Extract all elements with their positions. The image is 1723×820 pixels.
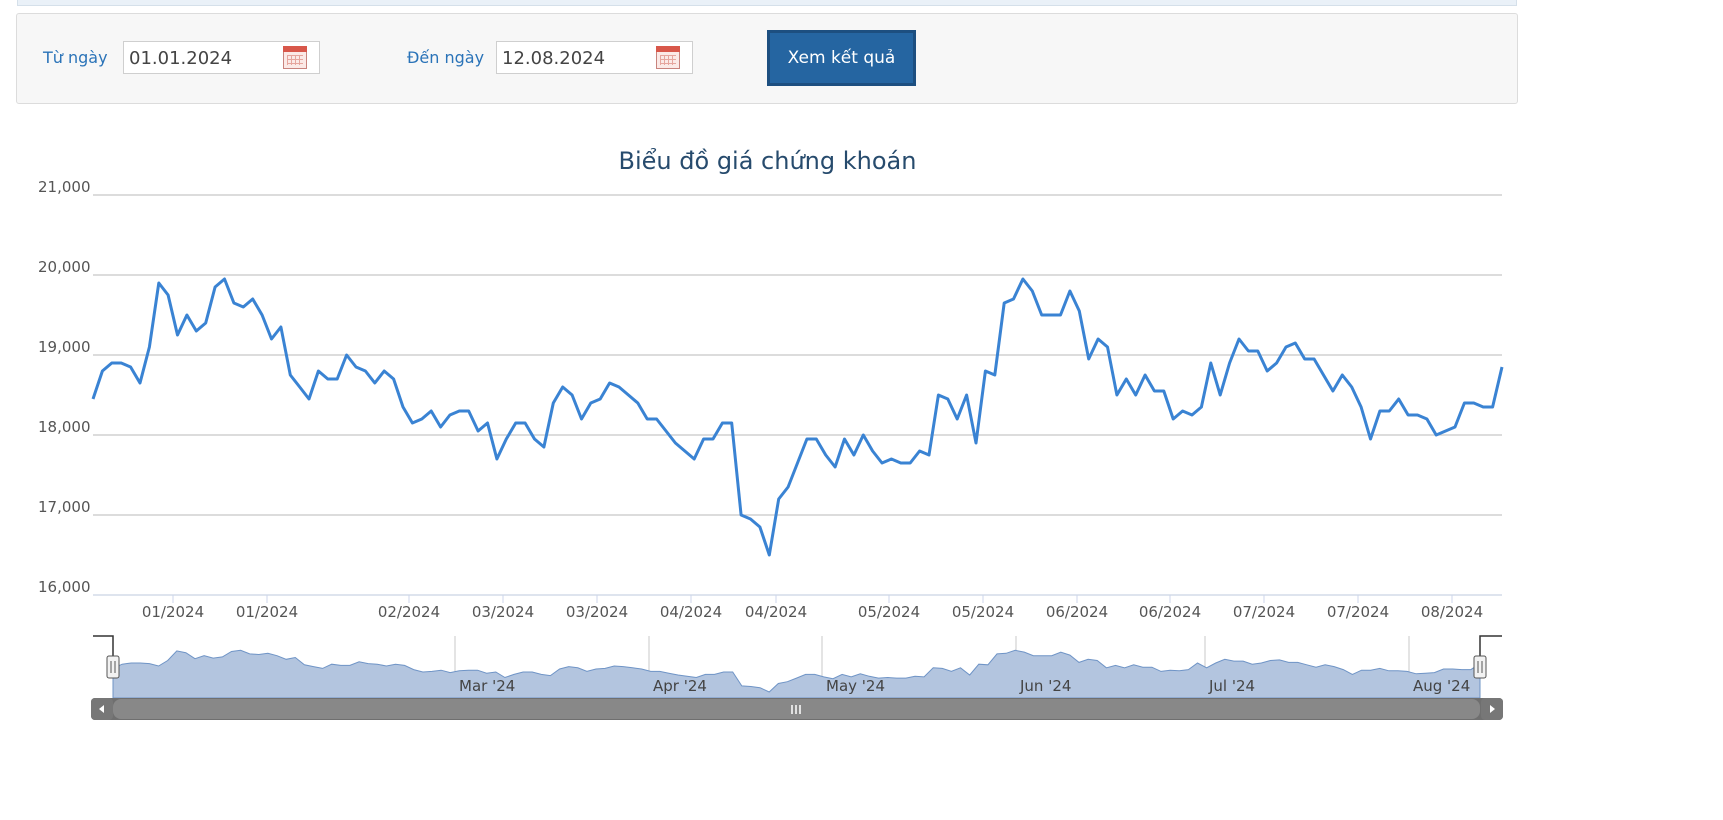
x-tick-label: 03/2024 [566,603,628,621]
x-tick-label: 03/2024 [472,603,534,621]
navigator-month-label: Apr '24 [653,677,707,695]
x-tick-label: 05/2024 [858,603,920,621]
x-tick-label: 04/2024 [660,603,722,621]
x-tick-label: 04/2024 [745,603,807,621]
x-tick-label: 06/2024 [1139,603,1201,621]
from-date-value: 01.01.2024 [129,48,233,69]
x-tick-label: 07/2024 [1233,603,1295,621]
y-tick-label: 20,000 [38,258,91,276]
scroll-left-arrow-icon[interactable] [91,698,113,720]
navigator-area [112,649,1481,699]
scrollbar[interactable] [91,698,1503,720]
scroll-right-arrow-icon[interactable] [1481,698,1503,720]
navigator-right-outline [1479,635,1502,657]
calendar-icon[interactable] [283,46,307,69]
x-tick-label: 08/2024 [1421,603,1483,621]
y-tick-label: 21,000 [38,178,91,196]
x-tick-label: 01/2024 [142,603,204,621]
x-tick-label: 07/2024 [1327,603,1389,621]
x-tick-label: 01/2024 [236,603,298,621]
navigator-month-label: Aug '24 [1413,677,1470,695]
top-panel-strip [17,0,1517,6]
navigator[interactable]: Mar '24 Apr '24 May '24 Jun '24 Jul '24 Aug '… [93,635,1502,699]
view-results-button[interactable]: Xem kết quả [767,30,916,86]
navigator-right-handle[interactable] [1473,655,1487,679]
to-date-label: Đến ngày [407,48,485,67]
navigator-month-label: May '24 [826,677,885,695]
x-tick-label: 02/2024 [378,603,440,621]
navigator-month-label: Mar '24 [459,677,515,695]
chart-title: Biểu đồ giá chứng khoán [618,147,917,175]
grip-icon [791,705,801,714]
navigator-left-outline [93,635,114,657]
to-date-input[interactable]: 12.08.2024 [496,41,693,74]
navigator-month-label: Jun '24 [1019,677,1071,695]
y-tick-label: 17,000 [38,498,91,516]
to-date-value: 12.08.2024 [502,48,606,69]
price-series-line [91,277,1504,557]
y-tick-label: 16,000 [38,578,91,596]
calendar-icon[interactable] [656,46,680,69]
from-date-label: Từ ngày [43,48,108,67]
y-tick-label: 19,000 [38,338,91,356]
from-date-input[interactable]: 01.01.2024 [123,41,320,74]
navigator-month-label: Jul '24 [1208,677,1255,695]
y-tick-label: 18,000 [38,418,91,436]
navigator-left-handle[interactable] [106,655,120,679]
x-tick-label: 06/2024 [1046,603,1108,621]
x-tick-label: 05/2024 [952,603,1014,621]
